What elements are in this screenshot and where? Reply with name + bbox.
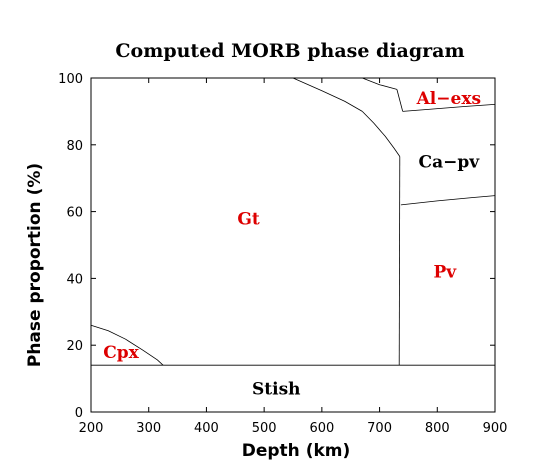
x-tick-label: 900 <box>483 421 508 436</box>
y-tick-label: 80 <box>66 139 83 154</box>
boundary-pv-capv <box>400 195 496 206</box>
phase-boundaries <box>90 77 496 366</box>
region-labels: Stish Cpx Gt Pv Ca−pv Al−exs <box>103 89 481 400</box>
region-label-cpx: Cpx <box>103 343 139 363</box>
region-label-al-exs: Al−exs <box>416 89 481 109</box>
y-axis-label: Phase proportion (%) <box>25 163 45 367</box>
y-tick-label: 20 <box>66 339 83 354</box>
y-tick-label: 100 <box>58 72 83 87</box>
y-tick-label: 60 <box>66 206 83 221</box>
x-tick-label: 700 <box>367 421 392 436</box>
x-tick-label: 500 <box>252 421 277 436</box>
x-axis-label: Depth (km) <box>242 441 351 461</box>
region-label-stish: Stish <box>252 380 301 400</box>
boundary-alexs-left2 <box>396 89 404 112</box>
region-label-ca-pv: Ca−pv <box>419 153 481 173</box>
region-label-pv: Pv <box>433 263 457 283</box>
x-tick-label: 800 <box>425 421 450 436</box>
boundary-gt-top <box>292 77 363 112</box>
boundary-cpx-gt <box>90 324 164 366</box>
x-tick-label: 300 <box>136 421 161 436</box>
x-tick-label: 600 <box>309 421 334 436</box>
x-tick-label: 400 <box>194 421 219 436</box>
boundary-gt-capv <box>362 111 401 157</box>
chart-title: Computed MORB phase diagram <box>115 40 464 62</box>
boundary-capv-alexs <box>402 104 496 112</box>
plot-frame <box>90 77 496 413</box>
y-tick-label: 0 <box>75 406 83 421</box>
boundary-gt-pv <box>398 156 401 366</box>
region-label-gt: Gt <box>237 209 260 229</box>
boundary-alexs-left <box>362 77 398 90</box>
y-tick-label: 40 <box>66 272 83 287</box>
axis-ticks: 200 300 400 500 600 700 800 900 0 20 40 60 80 100 <box>58 72 507 436</box>
x-tick-label: 200 <box>79 421 104 436</box>
